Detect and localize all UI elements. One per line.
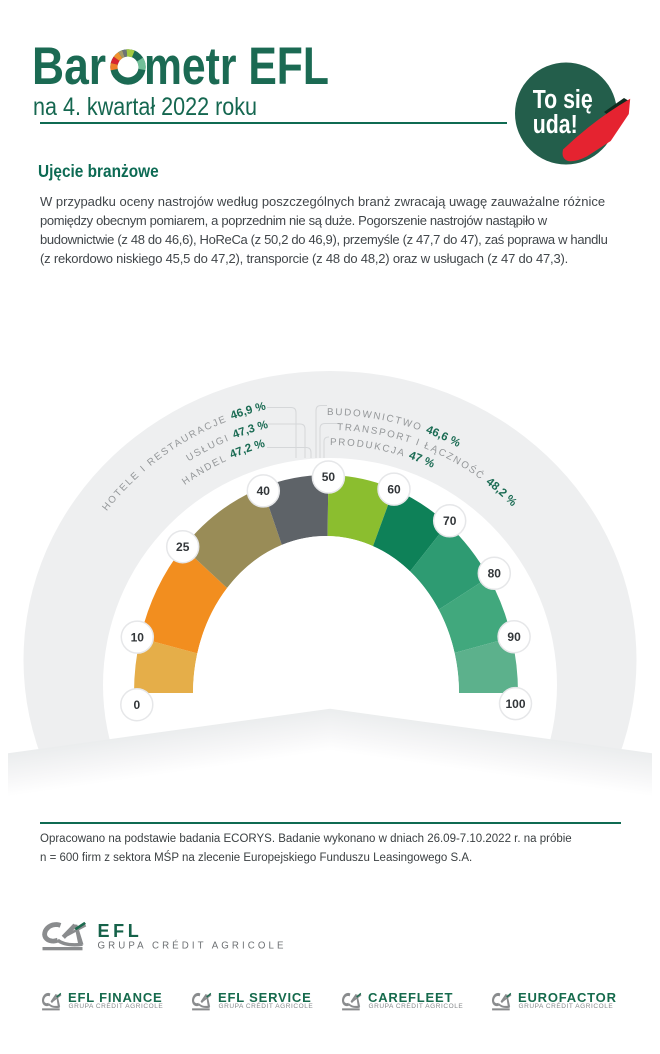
svg-text:90: 90: [507, 630, 521, 644]
svg-text:100: 100: [505, 697, 525, 711]
svg-text:GRUPA CRÉDIT AGRICOLE: GRUPA CRÉDIT AGRICOLE: [519, 1001, 614, 1010]
svg-text:50: 50: [322, 470, 336, 484]
svg-text:0: 0: [133, 698, 140, 712]
svg-text:CAREFLEET: CAREFLEET: [368, 990, 453, 1005]
svg-text:25: 25: [176, 540, 190, 554]
svg-text:To się: To się: [533, 85, 593, 115]
svg-text:70: 70: [443, 514, 457, 528]
svg-text:EFL SERVICE: EFL SERVICE: [218, 990, 312, 1005]
svg-text:GRUPA CRÉDIT AGRICOLE: GRUPA CRÉDIT AGRICOLE: [98, 941, 287, 952]
svg-text:EFL FINANCE: EFL FINANCE: [68, 990, 163, 1005]
svg-text:40: 40: [257, 484, 271, 498]
svg-text:EFL: EFL: [98, 921, 143, 941]
svg-text:GRUPA CRÉDIT AGRICOLE: GRUPA CRÉDIT AGRICOLE: [69, 1001, 164, 1010]
svg-text:10: 10: [131, 630, 145, 644]
svg-text:60: 60: [387, 482, 401, 496]
svg-text:EUROFACTOR: EUROFACTOR: [518, 990, 617, 1005]
svg-text:uda!: uda!: [533, 110, 578, 140]
svg-text:GRUPA CRÉDIT AGRICOLE: GRUPA CRÉDIT AGRICOLE: [369, 1001, 464, 1010]
svg-text:80: 80: [488, 567, 502, 581]
svg-text:GRUPA CRÉDIT AGRICOLE: GRUPA CRÉDIT AGRICOLE: [219, 1001, 314, 1010]
